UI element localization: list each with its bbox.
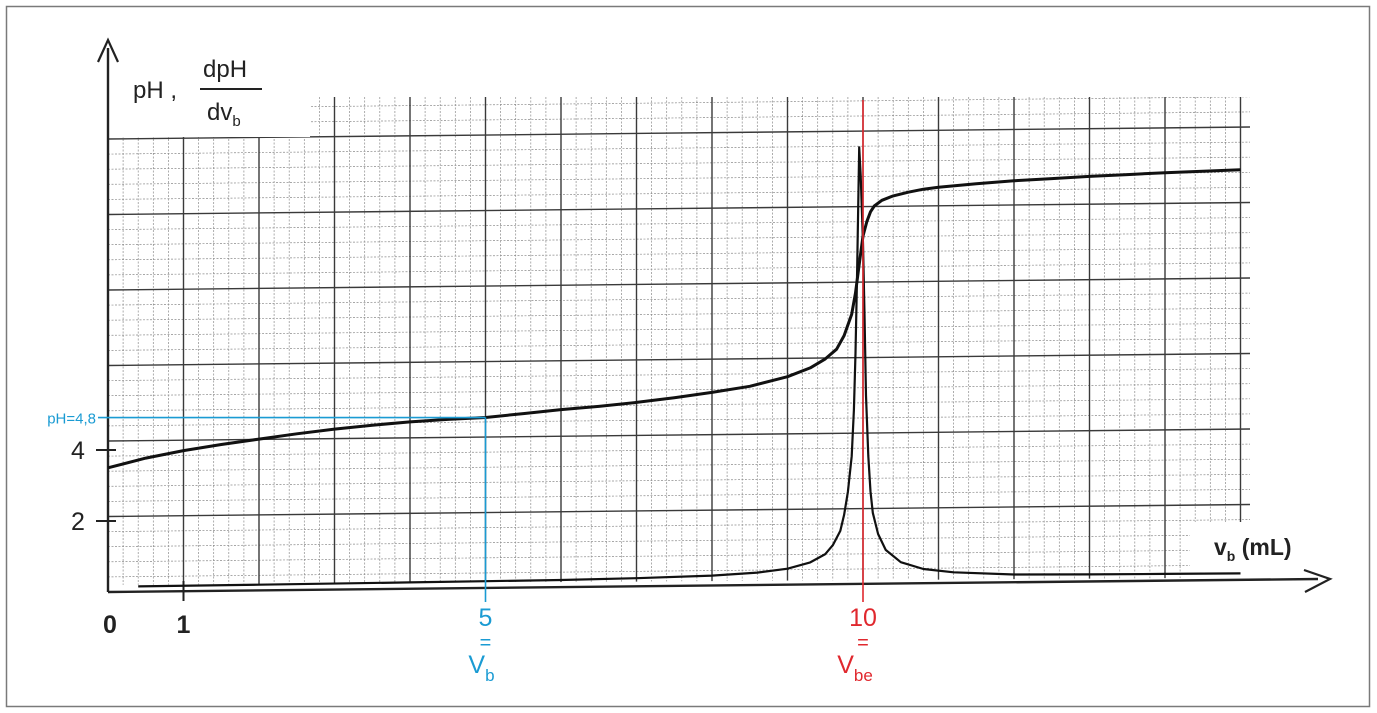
grid-minor-hline (108, 141, 1250, 155)
equivalence-annotation: 10=Vbe (837, 100, 877, 685)
y-axis-label-prefix: pH , (133, 77, 177, 104)
derivative-curve (138, 146, 1241, 588)
grid-minor-hline (108, 489, 1250, 502)
x-tick-label: 1 (177, 611, 191, 639)
annotation-name: Vb (468, 651, 494, 685)
annotation-y-label: pH=4,8 (47, 411, 96, 428)
y-axis-label: pH , dpH dvb (133, 56, 262, 130)
series-layer (107, 146, 1241, 588)
grid-minor-hline (108, 549, 1250, 563)
grid-minor-hline (108, 473, 1250, 487)
grid-minor-hline (108, 292, 1250, 306)
x-axis-arrow-icon (1303, 568, 1333, 593)
annotation-x-label: 5 (479, 604, 493, 632)
annotation-equals: = (480, 632, 492, 654)
x-tick-label: 0 (103, 611, 117, 639)
grid-major-hline (108, 126, 1250, 140)
y-ticks: 24 (71, 437, 116, 536)
x-axis (107, 577, 1319, 594)
grid-minor-hline (108, 307, 1250, 321)
grid-minor-hline (108, 217, 1250, 230)
grid-minor-hline (108, 458, 1250, 472)
grid-minor-hline (108, 519, 1250, 532)
grid-major-hline (108, 201, 1250, 216)
axes (96, 37, 1333, 594)
grid-major-hline (108, 277, 1250, 291)
grid-minor-hline (108, 156, 1250, 170)
x-axis-label: vb (mL) (1214, 534, 1292, 564)
y-tick-label: 2 (71, 508, 85, 536)
grid-minor-hline (108, 187, 1250, 200)
grid-minor-hline (108, 564, 1250, 578)
grid-minor-hline (108, 262, 1250, 276)
grid-major-hline (108, 352, 1250, 367)
grid-minor-hline (108, 322, 1250, 336)
ph-curve (107, 168, 1241, 470)
y-axis-arrow-icon (96, 37, 120, 63)
grid-minor-hline (108, 413, 1250, 427)
grid-major-hline (108, 503, 1250, 518)
grid-minor-hline (108, 338, 1250, 351)
grid-major-hline (108, 428, 1250, 442)
grid-minor-hline (108, 383, 1250, 397)
grid-minor-hline (108, 443, 1250, 457)
annotation-name: Vbe (837, 651, 873, 685)
grid-minor-hline (108, 368, 1250, 381)
grid-minor-hline (108, 232, 1250, 246)
grid-minor-hline (108, 171, 1250, 185)
half-equivalence-annotation: pH=4,8 5=Vb (47, 411, 494, 685)
grid-minor-hline (108, 247, 1250, 261)
y-tick-label: 4 (71, 437, 85, 465)
annotation-x-label: 10 (849, 604, 877, 632)
y-axis-label-numerator: dpH (203, 56, 247, 83)
grid-minor-hline (108, 398, 1250, 412)
grid-minor-hline (108, 534, 1250, 548)
annotation-equals: = (857, 632, 869, 654)
y-axis-label-denominator: dvb (207, 99, 241, 130)
